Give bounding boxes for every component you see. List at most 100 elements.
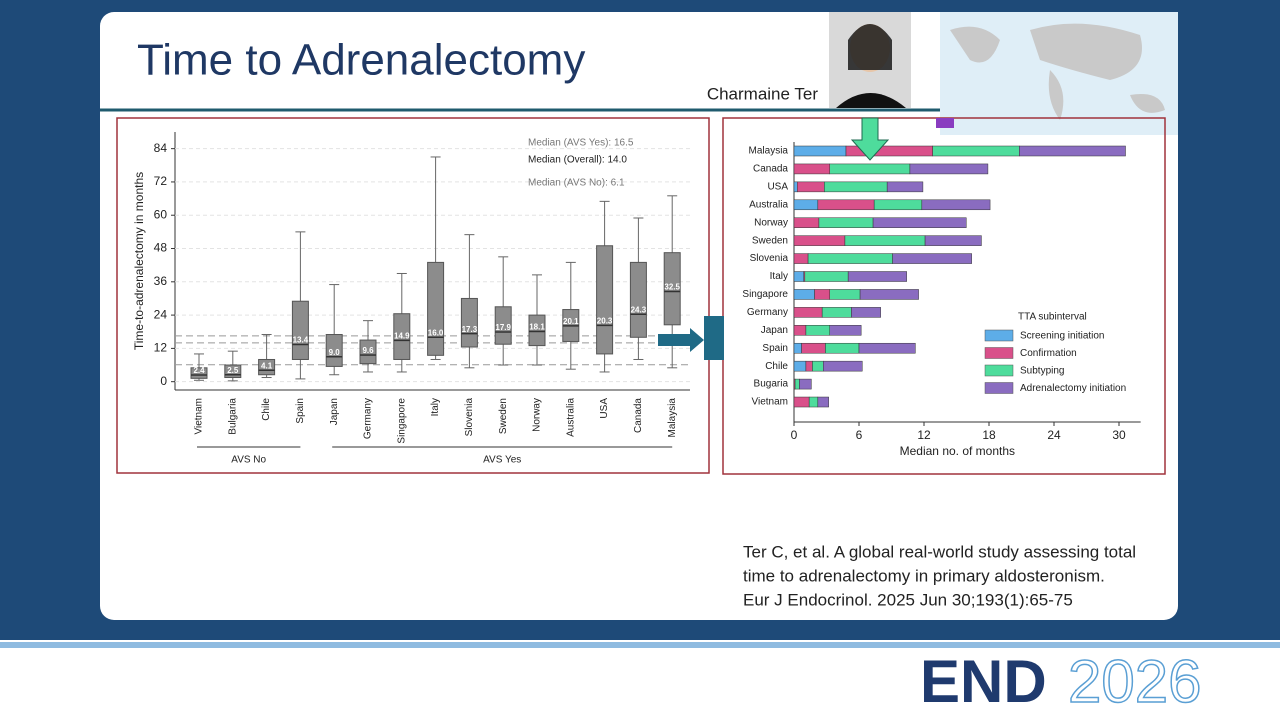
bar-segment xyxy=(805,360,813,372)
map-land xyxy=(950,23,1165,121)
arrow-block xyxy=(704,316,724,360)
bar-segment xyxy=(847,271,907,282)
y-tick-label: 84 xyxy=(154,141,168,155)
bar-segment xyxy=(793,217,820,228)
y-tick-label: 36 xyxy=(154,274,168,288)
x-tick-label: 0 xyxy=(791,428,798,442)
citation: Eur J Endocrinol. 2025 Jun 30;193(1):65-… xyxy=(743,590,1073,609)
median-label: 18.1 xyxy=(529,323,545,332)
x-tick-label: 30 xyxy=(1112,428,1126,442)
y-tick-label: 24 xyxy=(154,307,168,321)
box xyxy=(528,314,546,347)
bar-segment xyxy=(932,145,1020,157)
bar-segment xyxy=(824,181,888,193)
bar-segment xyxy=(804,271,849,282)
bar-segment xyxy=(794,378,800,390)
x-tick-label: Germany xyxy=(363,398,374,439)
x-tick-label: Chile xyxy=(261,398,272,421)
y-tick-label: 0 xyxy=(160,374,167,388)
x-tick-label: Bulgaria xyxy=(227,398,238,435)
bar-segment xyxy=(793,325,807,336)
y-tick-label: Singapore xyxy=(742,289,788,300)
y-tick-label: Bugaria xyxy=(754,379,789,390)
y-tick-label: 60 xyxy=(154,207,168,221)
bar-segment xyxy=(807,253,893,264)
photo-hair xyxy=(848,24,892,70)
bar-segment xyxy=(799,378,812,390)
x-tick-label: Vietnam xyxy=(194,398,205,435)
median-label: 17.3 xyxy=(462,325,478,334)
reference-label: Median (AVS No): 6.1 xyxy=(528,178,625,189)
median-label: 20.3 xyxy=(597,316,613,325)
x-tick-label: Canada xyxy=(633,398,644,433)
box xyxy=(325,334,343,367)
median-label: 9.6 xyxy=(362,346,374,355)
median-label: 24.3 xyxy=(631,305,647,314)
box xyxy=(494,306,512,345)
legend-label: Subtyping xyxy=(1020,366,1064,377)
y-tick-label: Slovenia xyxy=(750,253,789,264)
x-axis-label: Median no. of months xyxy=(900,444,1015,458)
median-label: 14.9 xyxy=(394,331,410,340)
bar-segment xyxy=(818,217,874,228)
y-tick-label: 48 xyxy=(154,241,168,255)
legend-swatch xyxy=(984,364,1014,377)
median-label: 13.4 xyxy=(293,336,309,345)
bar-segment xyxy=(814,289,830,300)
bar-segment xyxy=(892,253,972,264)
x-tick-label: Australia xyxy=(565,398,576,437)
bar-segment xyxy=(829,289,861,300)
footer-stripe xyxy=(0,642,1280,648)
legend-swatch xyxy=(984,382,1014,394)
bar-segment xyxy=(844,235,926,246)
x-tick-label: 12 xyxy=(917,428,931,442)
bar-segment xyxy=(821,307,852,318)
citation: Ter C, et al. A global real-world study … xyxy=(743,542,1136,561)
x-tick-label: Spain xyxy=(295,398,306,424)
x-tick-label: Slovenia xyxy=(464,398,475,437)
legend-swatch xyxy=(984,329,1014,342)
median-label: 2.5 xyxy=(227,366,239,375)
box xyxy=(291,300,309,360)
median-label: 4.1 xyxy=(261,361,273,370)
y-tick-label: 72 xyxy=(154,174,168,188)
y-axis-label: Time-to-adrenalectomy in months xyxy=(132,172,146,350)
median-label: 16.0 xyxy=(428,328,444,337)
x-tick-label: Singapore xyxy=(396,398,407,444)
bar-segment xyxy=(793,289,815,300)
box xyxy=(359,339,377,365)
bar-segment xyxy=(793,145,847,157)
reference-label: Median (Overall): 14.0 xyxy=(528,155,627,166)
arrow xyxy=(658,328,704,352)
y-tick-label: Japan xyxy=(761,325,788,336)
bar-segment xyxy=(793,307,823,318)
y-tick-label: Chile xyxy=(765,361,788,372)
y-tick-label: Italy xyxy=(770,271,788,282)
citation: time to adrenalectomy in primary aldoste… xyxy=(743,566,1105,585)
x-tick-label: Malaysia xyxy=(667,398,678,438)
speaker-name: Charmaine Ter xyxy=(707,84,819,103)
y-tick-label: 12 xyxy=(154,341,168,355)
x-tick-label: Italy xyxy=(430,398,441,416)
y-tick-label: Germany xyxy=(747,307,788,318)
box xyxy=(663,252,681,326)
bar-segment xyxy=(909,163,989,175)
x-tick-label: Norway xyxy=(532,398,543,432)
bar-segment xyxy=(793,235,846,246)
bar-segment xyxy=(829,163,911,175)
bar-segment xyxy=(823,360,863,372)
bar-segment xyxy=(793,163,830,175)
bar-segment xyxy=(812,360,824,372)
slide-title: Time to Adrenalectomy xyxy=(137,36,585,85)
bar-segment xyxy=(793,199,819,211)
bar-segment xyxy=(829,325,862,336)
box xyxy=(629,261,647,338)
x-tick-label: Japan xyxy=(329,398,340,425)
photo-shoulders xyxy=(836,93,906,108)
group-label: AVS Yes xyxy=(483,455,521,466)
bar-segment xyxy=(793,271,804,282)
bar-segment xyxy=(817,199,875,211)
bar-segment xyxy=(825,342,860,354)
